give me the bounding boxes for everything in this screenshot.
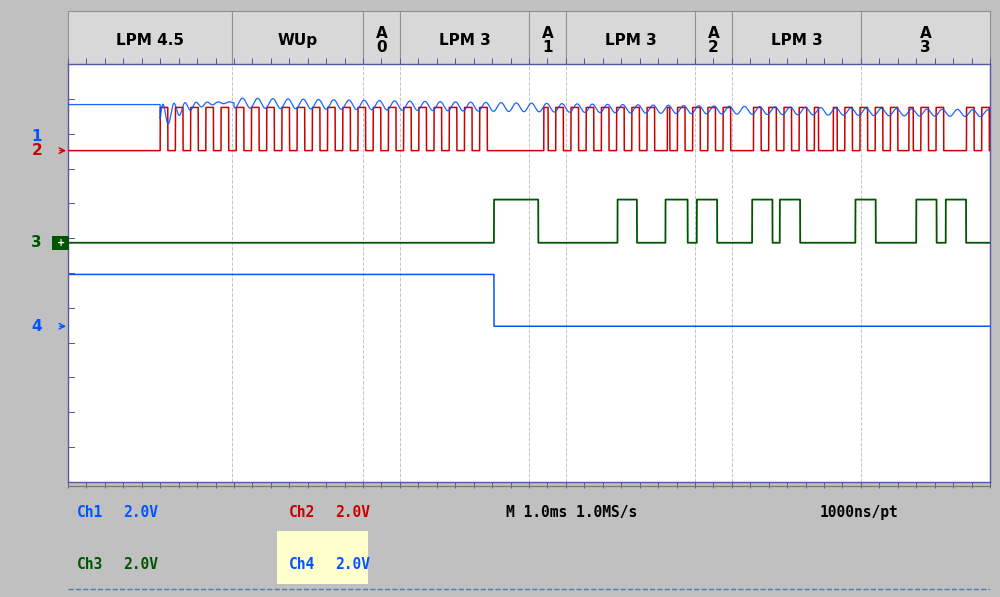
Bar (566, 11, 695, 64)
Text: 4: 4 (31, 319, 42, 334)
Bar (732, 11, 861, 64)
Bar (68, 11, 232, 64)
Bar (529, 11, 566, 64)
Text: 2: 2 (31, 143, 42, 158)
Text: 3: 3 (31, 235, 42, 250)
Text: 2.0V: 2.0V (335, 557, 370, 572)
Text: LPM 3: LPM 3 (771, 33, 822, 48)
Bar (232, 11, 363, 64)
Text: +: + (57, 238, 65, 248)
Text: 2.0V: 2.0V (123, 557, 158, 572)
Text: A
0: A 0 (376, 26, 387, 55)
Text: Ch3: Ch3 (77, 557, 103, 572)
Text: LPM 3: LPM 3 (439, 33, 490, 48)
Text: 1000ns/pt: 1000ns/pt (819, 505, 898, 520)
Text: A
2: A 2 (708, 26, 719, 55)
Bar (52, 236, 69, 250)
Text: M 1.0ms 1.0MS/s: M 1.0ms 1.0MS/s (506, 505, 637, 520)
Text: Ch4: Ch4 (289, 557, 316, 572)
Text: LPM 4.5: LPM 4.5 (116, 33, 184, 48)
Text: A
1: A 1 (542, 26, 553, 55)
Text: 1: 1 (31, 129, 42, 144)
Bar (400, 11, 529, 64)
Text: 2.0V: 2.0V (335, 505, 370, 520)
Bar (363, 11, 400, 64)
Bar (695, 11, 732, 64)
Text: Ch1: Ch1 (77, 505, 103, 520)
Bar (277, 531, 368, 584)
Text: WUp: WUp (278, 33, 318, 48)
Text: LPM 3: LPM 3 (605, 33, 656, 48)
Text: 2.0V: 2.0V (123, 505, 158, 520)
Bar (861, 11, 990, 64)
Text: Ch2: Ch2 (289, 505, 316, 520)
Text: A
3: A 3 (920, 26, 931, 55)
